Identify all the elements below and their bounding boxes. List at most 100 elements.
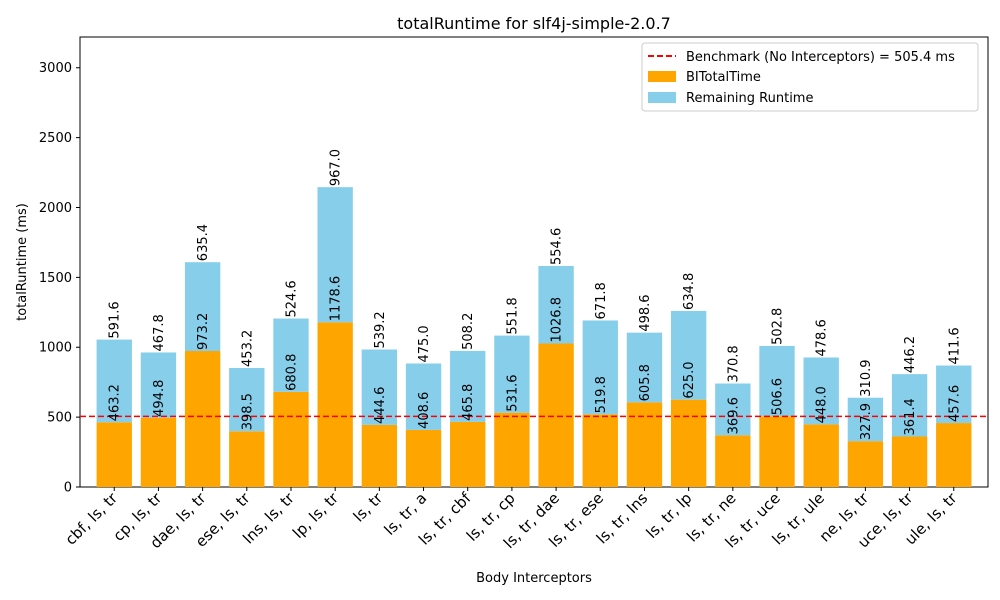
data-label-remaining-runtime: 467.8 — [152, 314, 167, 351]
y-tick-label: 2000 — [39, 201, 72, 216]
bar-remaining-runtime — [229, 367, 265, 432]
legend-label-benchmark: Benchmark (No Interceptors) = 505.4 ms — [686, 50, 955, 65]
bar-bitotaltime — [229, 431, 265, 487]
data-label-remaining-runtime: 453.2 — [240, 330, 255, 367]
bars-layer — [96, 187, 972, 487]
plot-area — [79, 36, 989, 488]
bar-bitotaltime — [759, 416, 795, 487]
legend-swatch-bitotaltime — [648, 71, 676, 82]
data-label-remaining-runtime: 524.6 — [284, 280, 299, 317]
bar-bitotaltime — [847, 441, 884, 487]
bar-bitotaltime — [494, 412, 530, 487]
data-label-bitotaltime: 519.8 — [594, 376, 609, 413]
data-label-bitotaltime: 973.2 — [196, 313, 211, 350]
data-label-bitotaltime: 448.0 — [815, 386, 830, 423]
data-label-bitotaltime: 398.5 — [240, 393, 255, 430]
x-tick-label: ls, tr — [350, 489, 387, 526]
bar-bitotaltime — [936, 423, 972, 487]
data-label-remaining-runtime: 498.6 — [638, 294, 653, 331]
y-tick-label: 0 — [64, 481, 72, 496]
data-label-remaining-runtime: 551.8 — [505, 297, 520, 334]
data-label-bitotaltime: 680.8 — [284, 354, 299, 391]
bar-bitotaltime — [450, 421, 486, 487]
data-label-bitotaltime: 506.6 — [771, 378, 786, 415]
y-axis-title: totalRuntime (ms) — [15, 203, 30, 321]
bar-remaining-runtime — [670, 310, 707, 400]
legend-label-bitotaltime: BITotalTime — [686, 70, 761, 85]
bar-remaining-runtime — [715, 383, 751, 436]
data-label-bitotaltime: 327.9 — [859, 403, 874, 440]
data-label-bitotaltime: 531.6 — [505, 374, 520, 411]
x-axis-title: Body Interceptors — [476, 571, 592, 586]
data-label-bitotaltime: 408.6 — [417, 392, 432, 429]
y-tick-label: 1500 — [39, 271, 72, 286]
bar-bitotaltime — [670, 399, 707, 487]
data-label-remaining-runtime: 554.6 — [550, 228, 565, 265]
bar-remaining-runtime — [140, 352, 177, 418]
data-label-bitotaltime: 463.2 — [108, 384, 123, 421]
x-tick-label: lp, ls, tr — [289, 489, 342, 542]
data-label-bitotaltime: 457.6 — [947, 385, 962, 422]
data-label-remaining-runtime: 671.8 — [594, 282, 609, 319]
bar-remaining-runtime — [361, 349, 398, 425]
data-label-remaining-runtime: 310.9 — [859, 360, 874, 397]
bar-bitotaltime — [715, 435, 751, 487]
data-label-remaining-runtime: 502.8 — [771, 308, 786, 345]
data-label-remaining-runtime: 475.0 — [417, 325, 432, 362]
bar-bitotaltime — [96, 422, 132, 487]
bar-remaining-runtime — [803, 357, 839, 425]
data-label-bitotaltime: 444.6 — [373, 387, 388, 424]
bar-remaining-runtime — [936, 365, 972, 424]
data-label-bitotaltime: 625.0 — [682, 361, 697, 398]
bar-bitotaltime — [317, 322, 353, 487]
data-label-remaining-runtime: 411.6 — [947, 327, 962, 364]
y-tick-label: 3000 — [39, 61, 72, 76]
bar-remaining-runtime — [538, 265, 574, 344]
bar-bitotaltime — [361, 424, 398, 487]
data-label-bitotaltime: 369.6 — [726, 397, 741, 434]
data-label-remaining-runtime: 446.2 — [903, 336, 918, 373]
bar-remaining-runtime — [405, 363, 442, 430]
bar-remaining-runtime — [273, 318, 309, 392]
bar-remaining-runtime — [582, 320, 618, 415]
legend: Benchmark (No Interceptors) = 505.4 ms B… — [641, 42, 979, 112]
data-label-remaining-runtime: 539.2 — [373, 311, 388, 348]
data-label-remaining-runtime: 591.6 — [108, 301, 123, 338]
bar-bitotaltime — [405, 429, 442, 487]
bar-bitotaltime — [538, 343, 574, 487]
legend-label-remaining-runtime: Remaining Runtime — [686, 91, 813, 106]
data-label-remaining-runtime: 634.8 — [682, 273, 697, 310]
bar-remaining-runtime — [847, 397, 884, 442]
data-label-remaining-runtime: 370.8 — [726, 345, 741, 382]
data-label-bitotaltime: 1178.6 — [329, 276, 344, 322]
bar-bitotaltime — [140, 417, 177, 487]
data-label-remaining-runtime: 967.0 — [329, 149, 344, 186]
legend-swatch-remaining-runtime — [648, 92, 676, 103]
data-label-bitotaltime: 361.4 — [903, 398, 918, 435]
data-label-bitotaltime: 494.8 — [152, 380, 167, 417]
bar-bitotaltime — [273, 391, 309, 487]
data-label-remaining-runtime: 635.4 — [196, 224, 211, 261]
legend-box — [641, 42, 979, 112]
bar-remaining-runtime — [450, 350, 486, 422]
bar-remaining-runtime — [759, 345, 795, 417]
bar-remaining-runtime — [317, 187, 353, 323]
y-tick-label: 2500 — [39, 131, 72, 146]
y-tick-label: 1000 — [39, 341, 72, 356]
data-label-remaining-runtime: 478.6 — [815, 319, 830, 356]
bar-bitotaltime — [582, 414, 618, 487]
data-label-remaining-runtime: 508.2 — [461, 313, 476, 350]
data-label-bitotaltime: 605.8 — [638, 364, 653, 401]
bar-remaining-runtime — [184, 262, 221, 351]
bar-bitotaltime — [184, 350, 221, 487]
bar-bitotaltime — [891, 436, 928, 487]
data-labels-layer: 463.2 591.6 494.8 467.8 973.2 635.4 398.5 453.2… — [108, 149, 963, 440]
bar-remaining-runtime — [494, 335, 530, 413]
bar-remaining-runtime — [626, 332, 663, 403]
bar-remaining-runtime — [891, 374, 928, 437]
y-tick-label: 500 — [47, 411, 72, 426]
data-label-bitotaltime: 1026.8 — [550, 297, 565, 343]
